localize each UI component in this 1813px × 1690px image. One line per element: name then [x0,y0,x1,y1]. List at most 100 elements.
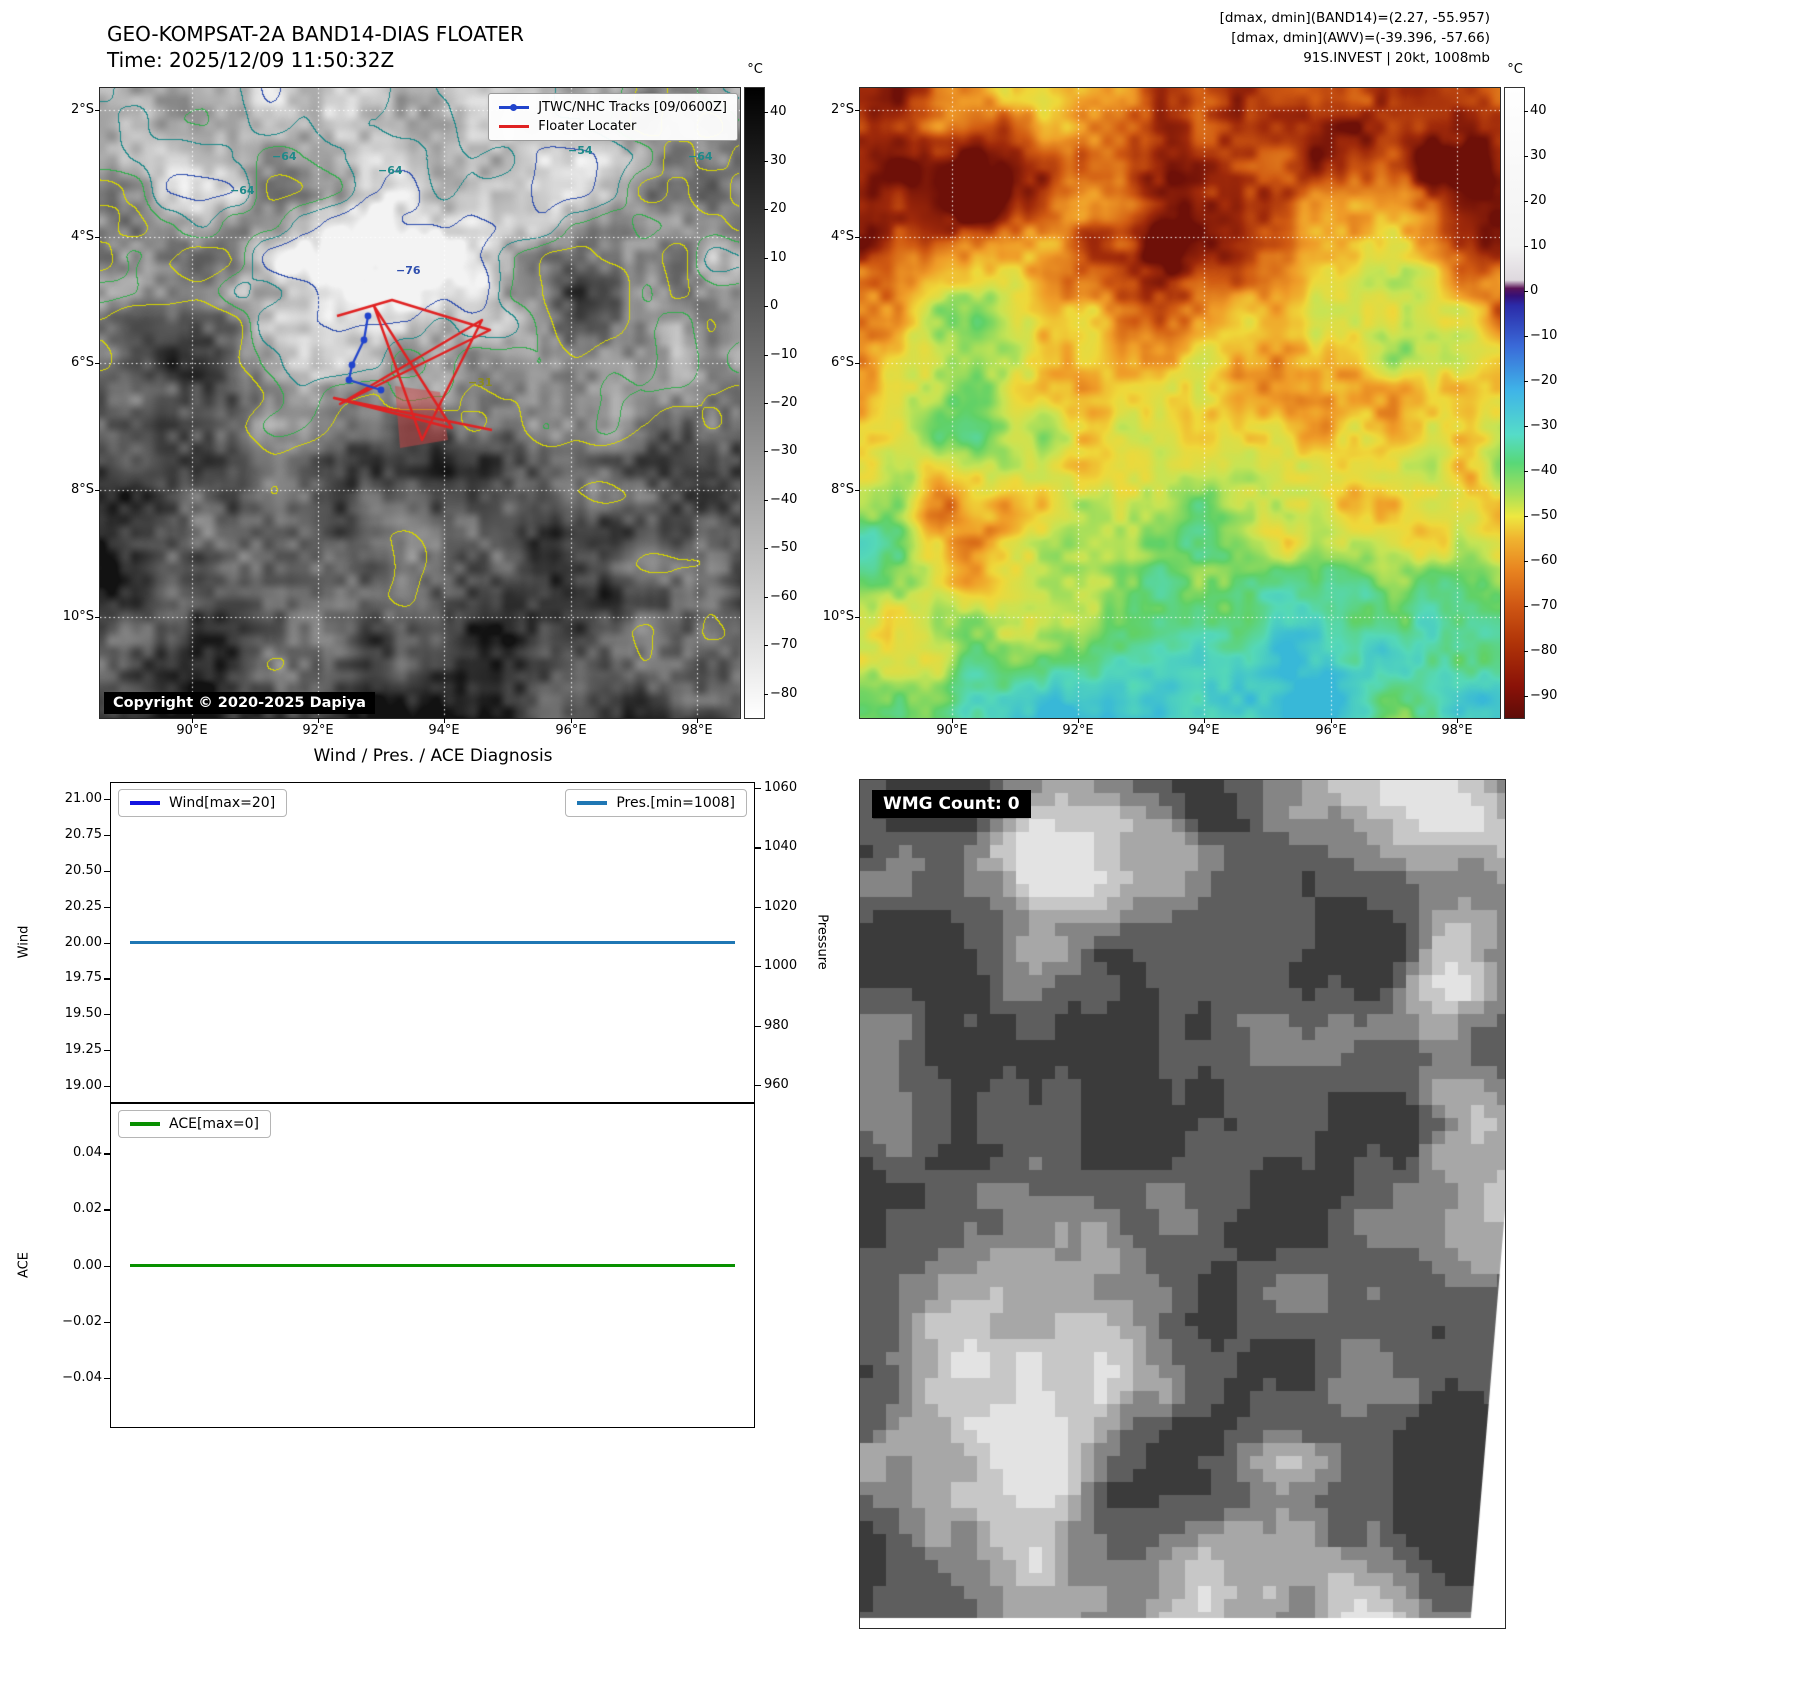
awv-satellite-map [859,87,1501,719]
tick-mark [104,978,110,980]
colorbar-tick-label: −10 [770,346,798,362]
tick-mark [764,112,768,114]
tick-mark [95,110,100,111]
map-legend-row: Floater Locater [499,117,727,136]
y-tick-label: 1000 [764,958,798,974]
dmax-dmin-band14-text: [dmax, dmin](BAND14)=(2.27, -55.957) [1219,10,1490,26]
tick-mark [697,718,698,723]
pressure-axis-label: Pressure [814,914,830,970]
y-tick-label: −0.04 [62,1369,102,1385]
colorbar-tick-label: −90 [1530,687,1558,703]
y-tick-label: 1020 [764,898,798,914]
tick-mark [755,966,761,968]
y-tick-label: 19.00 [64,1077,102,1093]
tick-mark [764,693,768,695]
tick-mark [104,1153,110,1155]
colorbar-tick-label: −20 [770,395,798,410]
colorbar-tick-label: 20 [770,201,787,217]
band14-title: GEO-KOMPSAT-2A BAND14-DIAS FLOATER [107,22,524,46]
lat-tick-label: 4°S [830,229,854,244]
tick-mark [764,645,768,647]
tick-mark [1524,110,1528,112]
tick-mark [755,787,761,790]
chart-legend-label: Pres.[min=1008] [616,795,735,811]
floater-line-marker [499,125,530,128]
lat-tick-label: 2°S [830,102,854,117]
tick-mark [1331,718,1332,723]
tick-mark [104,1014,110,1016]
tick-mark [1524,380,1528,382]
tick-mark [764,354,768,356]
tick-mark [855,237,860,238]
tick-mark [764,548,768,550]
awv-colorbar-unit: °C [1507,62,1523,77]
colorbar-tick-label: −20 [1530,372,1558,388]
tick-mark [764,209,768,211]
tick-mark [104,835,110,837]
colorbar-tick-label: −40 [1530,462,1558,478]
y-tick-label: 0.00 [73,1257,102,1273]
colorbar-tick-label: −80 [1530,642,1558,658]
tick-mark [1078,718,1079,723]
lat-tick-label: 10°S [822,609,854,624]
tick-mark [104,1049,110,1052]
jtwc-track-marker [499,103,530,111]
tick-mark [95,237,100,238]
colorbar-tick-label: −50 [770,540,798,556]
tick-mark [764,451,768,453]
colorbar-tick-label: 0 [1530,282,1539,298]
tick-mark [104,1321,110,1323]
tick-mark [1524,650,1528,652]
series-line [130,940,735,945]
tick-mark [764,257,768,259]
band14-time-subtitle: Time: 2025/12/09 11:50:32Z [107,48,395,72]
band14-satellite-map [99,87,741,719]
tick-mark [855,617,860,618]
tick-mark [95,363,100,364]
tick-mark [1524,155,1528,157]
colorbar-tick-label: 30 [770,152,787,168]
lon-tick-label: 90°E [936,723,968,738]
lon-tick-label: 92°E [302,723,334,738]
tick-mark [764,499,768,501]
wind-axis-label: Wind [16,925,32,959]
awv-colorbar [1504,87,1525,719]
y-tick-label: 19.75 [64,970,102,986]
colorbar-tick-label: 10 [770,249,787,265]
lat-tick-label: 8°S [830,482,854,497]
colorbar-tick-label: −70 [1530,597,1558,613]
tick-mark [104,870,110,873]
tick-mark [755,847,761,849]
legend-dot [510,103,518,111]
tick-mark [1204,718,1205,723]
contour-label: −31 [468,376,493,389]
tick-mark [1524,335,1528,337]
tick-mark [318,718,319,723]
tick-mark [1524,200,1528,202]
band14-colorbar-unit: °C [747,62,763,77]
tick-mark [95,617,100,618]
colorbar-tick-label: 40 [1530,102,1547,118]
map-legend-row: JTWC/NHC Tracks [09/0600Z] [499,98,727,117]
tick-mark [855,490,860,491]
tick-mark [571,718,572,723]
legend-line [577,801,608,805]
lat-tick-label: 10°S [62,609,94,624]
tick-mark [104,799,110,801]
lat-tick-label: 6°S [830,355,854,370]
lon-tick-label: 90°E [176,723,208,738]
lat-tick-label: 6°S [70,355,94,370]
tick-mark [1524,290,1528,292]
tick-mark [764,306,768,308]
legend-line [130,801,160,805]
lon-tick-label: 94°E [1188,723,1220,738]
y-tick-label: 1040 [764,839,798,855]
tick-mark [444,718,445,723]
tick-mark [1524,605,1528,607]
tick-mark [755,1085,761,1087]
colorbar-tick-label: −60 [1530,552,1558,568]
y-tick-label: 21.00 [64,791,102,807]
y-tick-label: 20.00 [64,934,102,950]
colorbar-tick-label: 20 [1530,192,1547,208]
tick-mark [1524,695,1528,697]
